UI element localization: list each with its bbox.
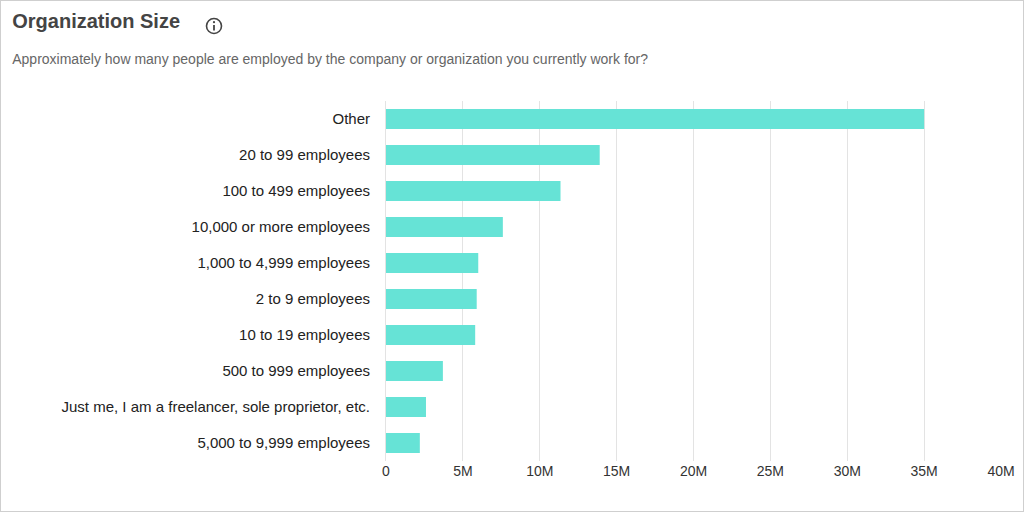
svg-text:Organization Size: Organization Size [12,10,180,32]
svg-text:5,000 to 9,999 employees: 5,000 to 9,999 employees [197,434,370,451]
svg-text:1,000 to 4,999 employees: 1,000 to 4,999 employees [197,254,370,271]
svg-text:40M: 40M [987,463,1014,479]
svg-text:35M: 35M [911,463,938,479]
svg-text:100 to 499 employees: 100 to 499 employees [222,182,370,199]
svg-text:Approximately how many people: Approximately how many people are employ… [12,51,648,67]
svg-text:10,000 or more employees: 10,000 or more employees [192,218,370,235]
svg-text:Just me, I am a freelancer, so: Just me, I am a freelancer, sole proprie… [62,398,370,415]
svg-text:2 to 9 employees: 2 to 9 employees [256,290,370,307]
svg-text:Other: Other [332,110,370,127]
svg-text:10 to 19 employees: 10 to 19 employees [239,326,370,343]
svg-text:5M: 5M [453,463,472,479]
svg-text:20M: 20M [680,463,707,479]
svg-text:20 to 99 employees: 20 to 99 employees [239,146,370,163]
svg-text:500 to 999 employees: 500 to 999 employees [222,362,370,379]
svg-text:0: 0 [382,463,390,479]
svg-text:15M: 15M [603,463,630,479]
svg-text:10M: 10M [526,463,553,479]
svg-text:25M: 25M [757,463,784,479]
svg-text:30M: 30M [834,463,861,479]
